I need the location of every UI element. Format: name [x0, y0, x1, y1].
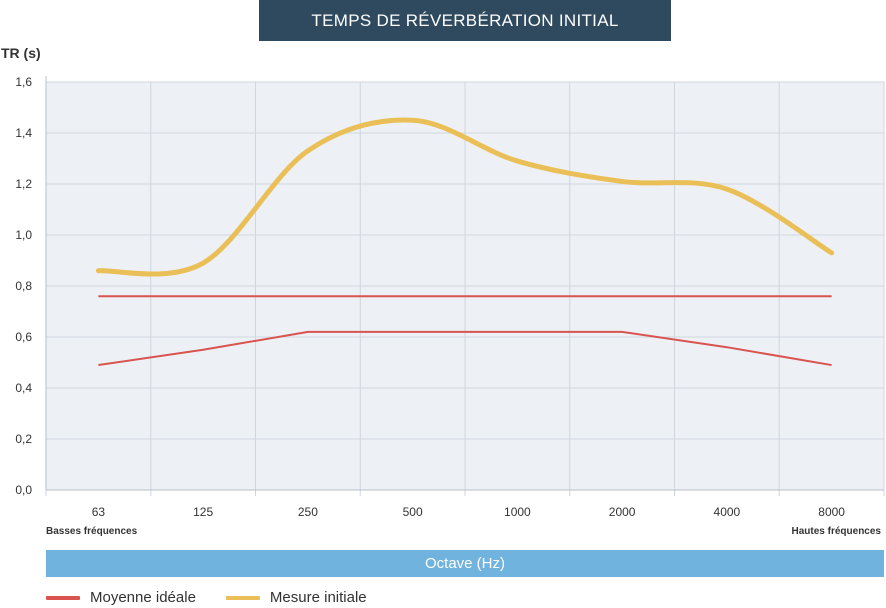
- y-tick-label: 1,0: [15, 228, 32, 242]
- x-tick-label: 250: [298, 505, 318, 519]
- grid: [45, 76, 885, 496]
- x-tick-label: 8000: [818, 505, 845, 519]
- series-line-measure: [95, 117, 835, 277]
- y-tick-label: 1,4: [15, 126, 32, 140]
- y-tick-label: 0,4: [15, 381, 32, 395]
- y-tick-label: 0,6: [15, 330, 32, 344]
- x-tick-label: 1000: [504, 505, 531, 519]
- y-tick-label: 1,2: [15, 177, 32, 191]
- chart-title: TEMPS DE RÉVERBÉRATION INITIAL: [259, 0, 671, 41]
- x-end-label-left: Basses fréquences: [46, 526, 138, 537]
- x-tick-label: 63: [92, 505, 106, 519]
- x-tick-label: 4000: [714, 505, 741, 519]
- series-line-lower: [98, 330, 832, 367]
- legend-swatch-measure: [225, 595, 260, 600]
- legend-label-measure: Mesure initiale: [269, 589, 367, 606]
- y-tick-label: 0,2: [15, 432, 32, 446]
- series: [95, 117, 835, 367]
- x-axis-label: Octave (Hz): [46, 550, 884, 577]
- legend-swatch-ideal: [46, 595, 80, 600]
- y-tick-label: 1,6: [15, 75, 32, 89]
- y-tick-label: 0,8: [15, 279, 32, 293]
- legend: Moyenne idéale Mesure initiale: [46, 589, 397, 606]
- legend-item-ideal: Moyenne idéale: [46, 589, 196, 606]
- x-tick-label: 125: [193, 505, 213, 519]
- y-tick-labels: 0,0 0,2 0,4 0,6 0,8 1,0 1,2 1,4 1,6: [15, 75, 32, 497]
- x-end-label-right: Hautes fréquences: [792, 526, 882, 537]
- x-tick-label: 2000: [609, 505, 636, 519]
- x-tick-label: 500: [403, 505, 423, 519]
- y-axis-label: TR (s): [1, 45, 41, 61]
- legend-label-ideal: Moyenne idéale: [90, 589, 196, 606]
- x-tick-labels: 63 125 250 500 1000 2000 4000 8000: [92, 505, 846, 519]
- y-tick-label: 0,0: [15, 483, 32, 497]
- legend-item-measure: Mesure initiale: [225, 589, 367, 606]
